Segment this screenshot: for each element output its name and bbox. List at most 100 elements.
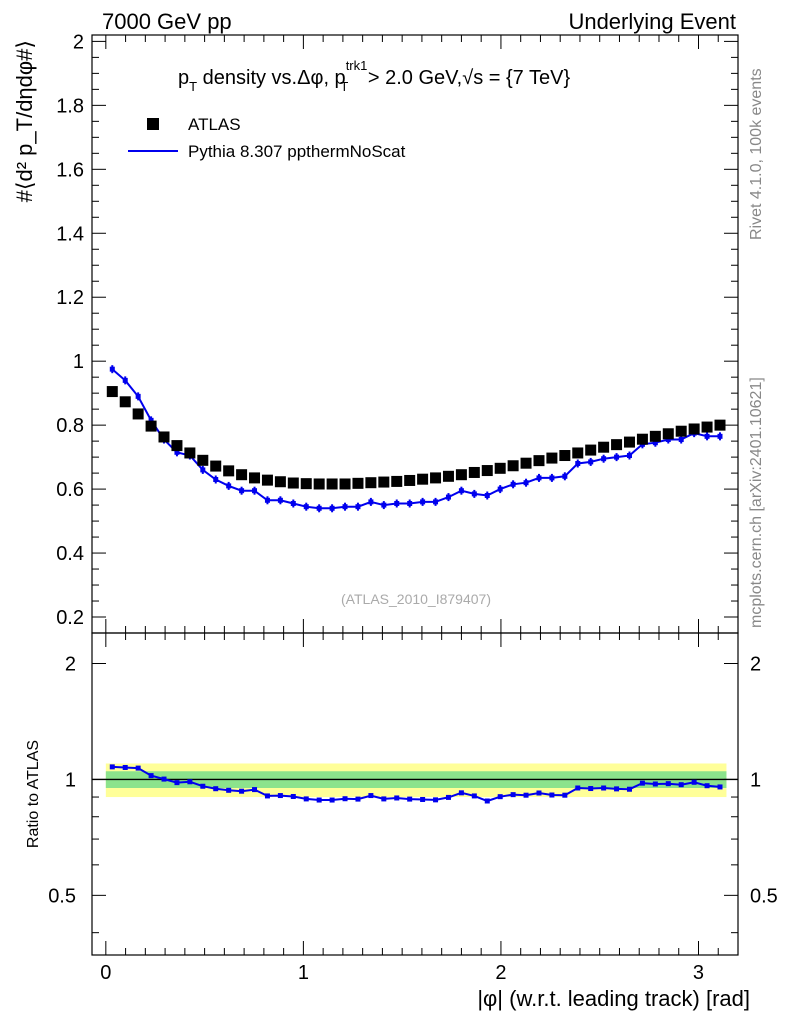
- atlas-point: [430, 472, 442, 484]
- y-tick-label: 1.2: [56, 287, 84, 309]
- ratio-point: [523, 792, 529, 798]
- mc-point: [303, 504, 309, 510]
- atlas-point: [236, 469, 248, 481]
- mc-point: [316, 505, 322, 511]
- ratio-point: [433, 797, 439, 803]
- ratio-point: [226, 787, 232, 793]
- atlas-point: [649, 430, 661, 442]
- ratio-point: [303, 796, 309, 802]
- mc-point: [148, 417, 154, 423]
- y-tick-label: 1.4: [56, 223, 84, 245]
- ratio-band: [92, 763, 738, 798]
- ratio-point: [329, 797, 335, 803]
- mc-point: [277, 497, 283, 503]
- mc-point: [355, 504, 361, 510]
- ratio-point: [575, 785, 581, 791]
- ratio-point: [704, 783, 710, 789]
- ratio-point: [652, 781, 658, 787]
- y-tick-label: 1.8: [56, 95, 84, 117]
- atlas-point: [507, 460, 519, 472]
- ratio-point: [239, 788, 245, 794]
- atlas-point: [494, 462, 506, 474]
- mc-point: [213, 477, 219, 483]
- atlas-point: [365, 477, 377, 489]
- atlas-point: [300, 478, 312, 490]
- mcplots-label: mcplots.cern.ch [arXiv:2401.10621]: [748, 377, 765, 628]
- ratio-tick-label: 2: [65, 653, 76, 675]
- atlas-point: [520, 457, 532, 469]
- atlas-point: [210, 460, 222, 472]
- atlas-point: [611, 439, 623, 451]
- mc-point: [122, 377, 128, 383]
- ratio-axis-label: Ratio to ATLAS: [25, 740, 42, 848]
- mc-point: [368, 499, 374, 505]
- mc-point: [484, 492, 490, 498]
- mc-point: [329, 505, 335, 511]
- ratio-point: [484, 798, 490, 804]
- ratio-tick-label: 1: [65, 769, 76, 791]
- ratio-tick-label-right: 0.5: [750, 885, 778, 907]
- mc-point: [562, 473, 568, 479]
- mc-point: [239, 488, 245, 494]
- atlas-point: [481, 465, 493, 477]
- atlas-point: [442, 470, 454, 482]
- atlas-series: [106, 386, 726, 490]
- ratio-point: [549, 792, 555, 798]
- x-tick-label: 1: [298, 962, 309, 984]
- mc-point: [433, 499, 439, 505]
- atlas-point: [378, 476, 390, 488]
- mc-point: [510, 481, 516, 487]
- ratio-point: [678, 782, 684, 788]
- atlas-point: [572, 447, 584, 459]
- atlas-point: [261, 474, 273, 486]
- header-right: Underlying Event: [568, 9, 736, 34]
- mc-point: [264, 497, 270, 503]
- ratio-point: [277, 793, 283, 799]
- ratio-tick-label: 0.5: [48, 885, 76, 907]
- y-tick-labels: 0.2 0.4 0.6 0.8 1 1.2 1.4 1.6 1.8 2: [56, 31, 84, 629]
- ratio-point: [213, 786, 219, 792]
- title-sub: T: [340, 79, 348, 94]
- mc-point: [652, 440, 658, 446]
- analysis-watermark: (ATLAS_2010_I879407): [341, 591, 491, 607]
- ratio-point: [316, 797, 322, 803]
- atlas-point: [287, 477, 299, 489]
- mc-point: [588, 459, 594, 465]
- mc-point: [342, 504, 348, 510]
- atlas-point: [352, 477, 364, 489]
- ratio-point: [148, 773, 154, 779]
- legend: ATLAS Pythia 8.307 ppthermNoScat: [128, 115, 406, 161]
- x-tick-labels: 0 1 2 3: [100, 962, 704, 984]
- legend-data-label: ATLAS: [188, 115, 241, 134]
- mc-point: [135, 393, 141, 399]
- mc-point: [420, 499, 426, 505]
- mc-point: [407, 500, 413, 506]
- mc-point: [174, 449, 180, 455]
- atlas-point: [145, 420, 157, 432]
- x-tick-label: 2: [495, 962, 506, 984]
- ratio-point: [264, 793, 270, 799]
- title-end: = {7 TeV}: [483, 67, 570, 89]
- rivet-label: Rivet 4.1.0, 100k events: [748, 68, 765, 240]
- mc-point: [549, 475, 555, 481]
- ratio-frame: [91, 632, 739, 956]
- ratio-point: [614, 786, 620, 792]
- mc-point: [290, 500, 296, 506]
- mc-point: [252, 488, 258, 494]
- atlas-point: [636, 433, 648, 445]
- ratio-point: [562, 792, 568, 798]
- x-axis-label: |φ| (w.r.t. leading track) [rad]: [477, 986, 750, 1011]
- atlas-point: [158, 431, 170, 443]
- y-tick-label: 0.4: [56, 543, 84, 565]
- ratio-point: [381, 796, 387, 802]
- atlas-point: [119, 396, 131, 408]
- atlas-point: [274, 476, 286, 488]
- atlas-point: [417, 473, 429, 485]
- mc-point: [445, 494, 451, 500]
- atlas-point: [546, 452, 558, 464]
- ratio-point: [200, 783, 206, 789]
- ratio-point: [355, 796, 361, 802]
- ratio-tick-label-right: 1: [750, 769, 761, 791]
- ratio-point: [407, 796, 413, 802]
